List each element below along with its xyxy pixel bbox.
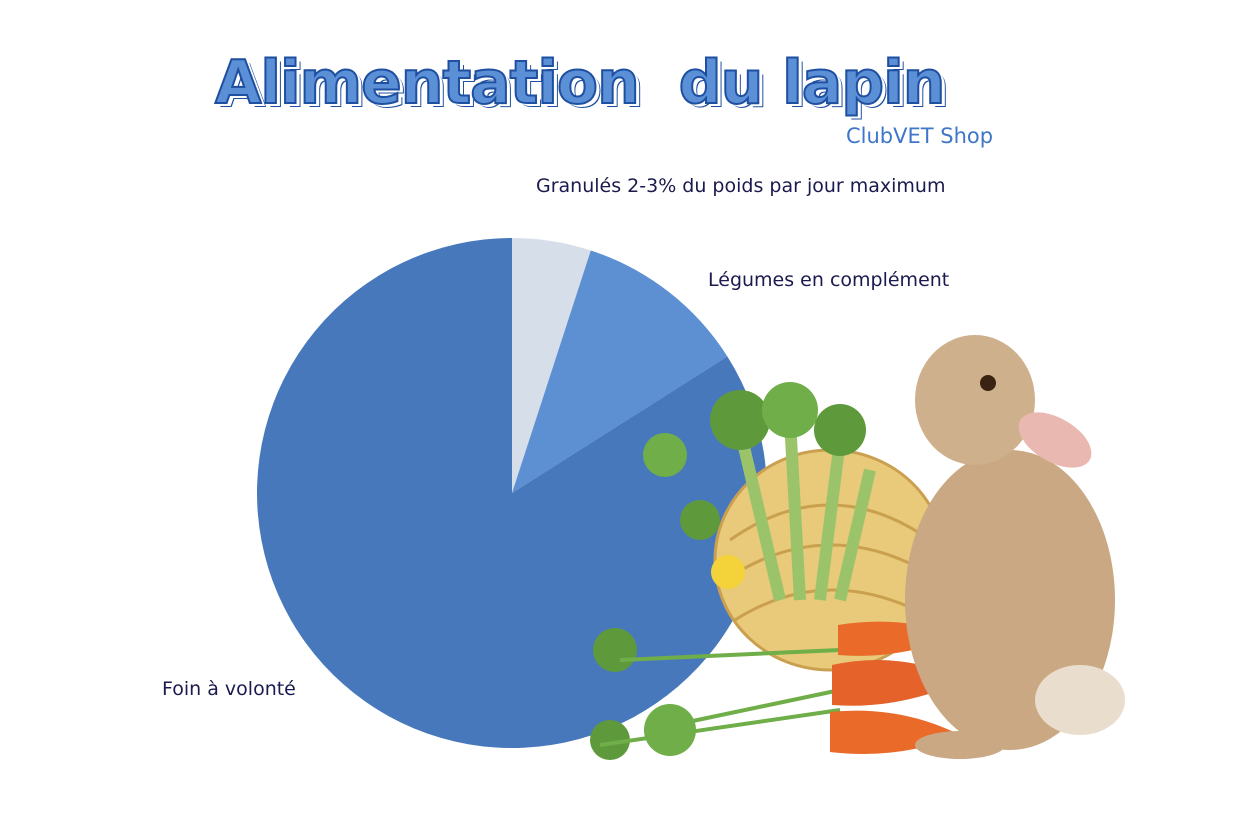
- slice-label-foin: Foin à volonté: [162, 678, 296, 700]
- illustration: [590, 335, 1125, 760]
- page-title: Alimentation du lapin: [214, 47, 946, 119]
- pie-slice-1: [512, 250, 728, 493]
- slice-label-legumes: Légumes en complément: [708, 269, 950, 291]
- pie-slice-2: [257, 238, 767, 749]
- rabbit-icon: [905, 335, 1125, 759]
- greens-icon: [590, 382, 876, 760]
- dandelion-icon: [711, 555, 745, 589]
- slice-label-granules: Granulés 2-3% du poids par jour maximum: [536, 175, 946, 197]
- pie-slice-0: [512, 238, 591, 493]
- subtitle: ClubVET Shop: [846, 124, 994, 148]
